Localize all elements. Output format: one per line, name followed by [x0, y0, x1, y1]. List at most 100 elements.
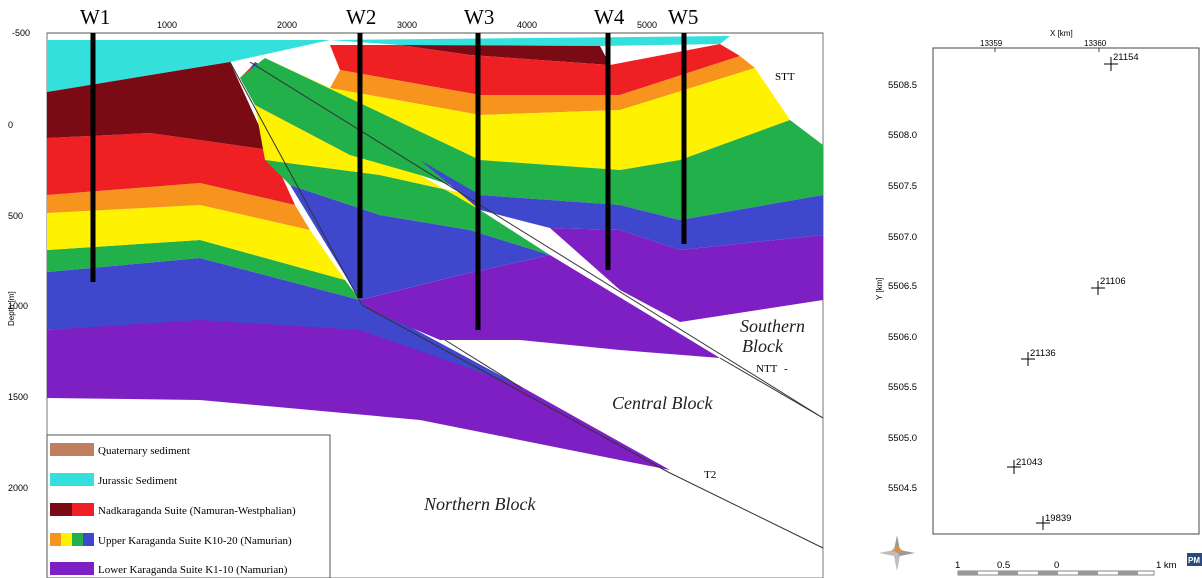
- top-tick: 2000: [277, 20, 297, 30]
- layer-purple: [550, 228, 823, 322]
- well-marker: 21136: [1021, 348, 1056, 366]
- legend-swatch-jurassic: [50, 473, 94, 486]
- legend-label: Lower Karaganda Suite K1-10 (Namurian): [98, 564, 288, 576]
- depth-tick: 1000: [8, 301, 28, 311]
- legend: Quaternary sediment Jurassic Sediment Na…: [46, 434, 331, 578]
- map-frame: [932, 47, 1200, 535]
- legend-box: [46, 434, 331, 578]
- layer-yellow: [255, 105, 480, 210]
- well-marker-label: 21154: [1113, 52, 1139, 63]
- fault-line-f1: [229, 61, 363, 306]
- layer-jurassic: [330, 36, 730, 46]
- well-marker: 21154: [1104, 52, 1139, 71]
- layer-blue: [47, 258, 520, 386]
- well-marker-label: 21043: [1016, 457, 1042, 468]
- layer-green: [240, 58, 823, 220]
- top-tick: 4000: [517, 20, 537, 30]
- well-w4-label: W4: [594, 5, 625, 29]
- x-tick-label: 13360: [1084, 39, 1107, 48]
- scale-label: 0: [1054, 560, 1059, 571]
- map-wells: 21154 21106 21136 21043 19839: [1007, 52, 1139, 530]
- legend-swatch-nadkaraganda-dark: [50, 503, 72, 516]
- well-location-map: X [km] 13359 13360 Y [km] 5508.5 5508.0 …: [875, 29, 1202, 576]
- layer-blue: [420, 160, 823, 250]
- y-tick-label: 5507.0: [888, 232, 917, 243]
- layer-yellow: [47, 205, 345, 280]
- well-marker-label: 21106: [1100, 276, 1126, 287]
- wells: W1 W2 W3 W4 W5: [80, 5, 698, 330]
- y-tick-label: 5507.5: [888, 181, 917, 192]
- scale-label: 0.5: [997, 560, 1010, 571]
- depth-axis-label: Depth [m]: [7, 291, 16, 326]
- y-tick-label: 5508.0: [888, 130, 917, 141]
- block-label-central: Central Block: [612, 393, 713, 413]
- well-marker: 21106: [1091, 276, 1126, 295]
- fault-label-ntt: NTT: [756, 363, 778, 375]
- layer-jurassic: [47, 40, 330, 92]
- legend-swatch-nadkaraganda-red: [72, 503, 94, 516]
- scale-label: 1 km: [1156, 560, 1177, 571]
- fault-line-lower-boundary: [444, 339, 523, 389]
- top-tick: -500: [12, 28, 30, 38]
- block-c-layers: [240, 36, 823, 322]
- x-axis-label: X [km]: [1050, 29, 1073, 38]
- legend-swatch-quaternary: [50, 443, 94, 456]
- y-tick-label: 5505.0: [888, 433, 917, 444]
- fault-lines: [229, 61, 824, 549]
- fault-label-t2: T2: [704, 469, 716, 481]
- scale-label: 1: [955, 560, 960, 571]
- legend-swatch-upper-yellow: [61, 533, 72, 546]
- pm-logo-text: PM: [1188, 556, 1200, 565]
- y-ticks: 5508.5 5508.0 5507.5 5507.0 5506.5 5506.…: [888, 80, 917, 494]
- y-tick-label: 5504.5: [888, 483, 917, 494]
- legend-swatch-lower-karaganda: [50, 562, 94, 575]
- top-axis: -500 1000 2000 3000 4000 5000: [12, 20, 823, 38]
- block-label-southern: Southern: [740, 316, 805, 336]
- well-marker: 19839: [1036, 513, 1071, 530]
- well-marker: 21043: [1007, 457, 1042, 474]
- x-tick-label: 13359: [980, 39, 1003, 48]
- well-w3-label: W3: [464, 5, 494, 29]
- block-label-southern-2: Block: [742, 336, 784, 356]
- depth-tick: 500: [8, 211, 23, 221]
- legend-label: Upper Karaganda Suite K10-20 (Namurian): [98, 535, 292, 547]
- legend-swatch-upper-green: [72, 533, 83, 546]
- y-tick-label: 5508.5: [888, 80, 917, 91]
- well-marker-label: 21136: [1030, 348, 1056, 359]
- scale-bar: 1 0.5 0 1 km: [955, 560, 1177, 576]
- y-tick-label: 5506.0: [888, 332, 917, 343]
- compass-rose-icon: [879, 535, 915, 571]
- block-label-northern: Northern Block: [423, 494, 536, 514]
- layer-red: [47, 133, 295, 205]
- layer-orange: [330, 56, 755, 115]
- top-tick: 3000: [397, 20, 417, 30]
- top-tick: 5000: [637, 20, 657, 30]
- fault-line-t2: [667, 471, 824, 549]
- fault-line-stt-extension: [719, 357, 824, 419]
- legend-swatch-upper-blue: [83, 533, 94, 546]
- depth-tick: 2000: [8, 483, 28, 493]
- legend-label: Quaternary sediment: [98, 445, 190, 457]
- well-w1-label: W1: [80, 5, 110, 29]
- depth-tick: 1500: [8, 392, 28, 402]
- legend-label: Nadkaraganda Suite (Namuran-Westphalian): [98, 505, 296, 517]
- fault-ntt-mark: -: [784, 363, 788, 375]
- well-w5-label: W5: [668, 5, 698, 29]
- geological-cross-section: -500 1000 2000 3000 4000 5000 0 500 1000…: [7, 5, 824, 578]
- layer-red: [330, 44, 740, 95]
- fault-label-stt: STT: [775, 71, 795, 83]
- layer-lower-karaganda: [47, 300, 670, 470]
- block-a-layers: [47, 40, 670, 470]
- y-tick-label: 5506.5: [888, 281, 917, 292]
- top-tick: 1000: [157, 20, 177, 30]
- well-w2-label: W2: [346, 5, 376, 29]
- layer-nadkaraganda: [400, 45, 610, 65]
- layer-yellow: [265, 58, 790, 170]
- depth-tick: 0: [8, 120, 13, 130]
- layer-blue: [290, 185, 550, 300]
- layer-orange: [47, 183, 310, 230]
- legend-swatch-upper-orange: [50, 533, 61, 546]
- layer-nadkaraganda: [47, 62, 270, 150]
- y-axis-label: Y [km]: [875, 277, 884, 300]
- layer-green: [47, 240, 360, 300]
